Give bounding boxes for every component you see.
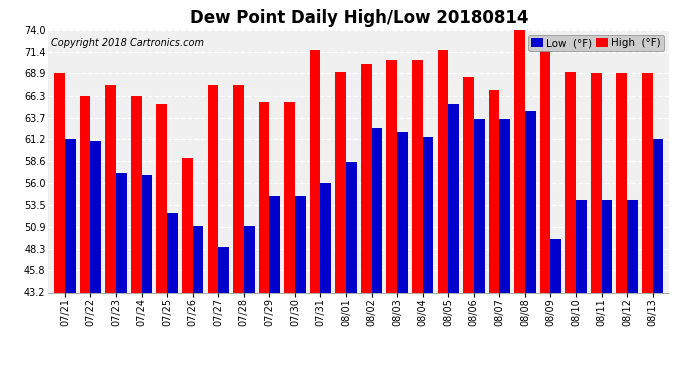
Bar <box>397 132 408 292</box>
Bar <box>514 30 525 292</box>
Bar <box>627 201 638 292</box>
Bar <box>55 73 65 292</box>
Bar <box>218 248 229 292</box>
Bar <box>642 73 653 292</box>
Bar <box>193 226 204 292</box>
Bar <box>412 60 423 292</box>
Bar <box>295 196 306 292</box>
Bar <box>386 60 397 292</box>
Bar <box>182 158 193 292</box>
Bar <box>525 111 535 292</box>
Bar <box>346 162 357 292</box>
Bar <box>65 139 76 292</box>
Bar <box>551 239 561 292</box>
Bar <box>591 74 602 292</box>
Bar <box>372 128 382 292</box>
Bar <box>269 196 280 292</box>
Bar <box>141 175 152 292</box>
Bar <box>474 120 484 292</box>
Bar <box>423 136 433 292</box>
Text: Copyright 2018 Cartronics.com: Copyright 2018 Cartronics.com <box>51 38 204 48</box>
Bar <box>576 201 586 292</box>
Bar <box>310 51 320 292</box>
Bar <box>208 86 218 292</box>
Bar <box>602 201 612 292</box>
Bar <box>284 102 295 292</box>
Bar <box>361 64 372 292</box>
Bar <box>131 96 141 292</box>
Bar <box>244 226 255 292</box>
Bar <box>335 72 346 292</box>
Bar <box>653 139 663 292</box>
Bar <box>116 173 127 292</box>
Bar <box>489 90 500 292</box>
Bar <box>167 213 178 292</box>
Bar <box>448 104 459 292</box>
Bar <box>90 141 101 292</box>
Bar <box>616 74 627 292</box>
Bar <box>565 72 576 292</box>
Bar <box>157 104 167 292</box>
Bar <box>437 51 448 292</box>
Bar <box>320 183 331 292</box>
Bar <box>540 51 551 292</box>
Title: Dew Point Daily High/Low 20180814: Dew Point Daily High/Low 20180814 <box>190 9 528 27</box>
Bar <box>463 77 474 292</box>
Legend: Low  (°F), High  (°F): Low (°F), High (°F) <box>528 35 664 51</box>
Bar <box>106 86 116 292</box>
Bar <box>80 96 90 292</box>
Bar <box>500 120 510 292</box>
Bar <box>233 86 244 292</box>
Bar <box>259 102 269 292</box>
